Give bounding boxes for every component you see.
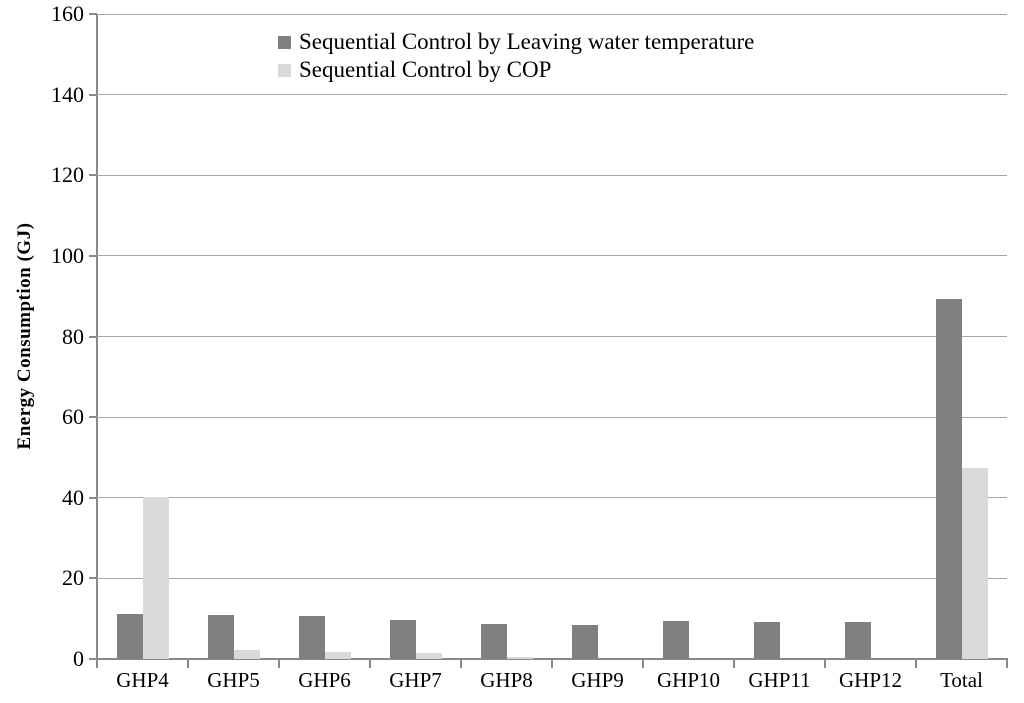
gridline-120 — [97, 174, 1007, 176]
bar-series1-ghp11 — [753, 621, 780, 659]
legend-swatch-lwt-icon — [278, 35, 291, 49]
x-tick-9 — [915, 660, 917, 668]
y-tick-label-80: 80 — [62, 323, 84, 349]
y-axis-line — [96, 14, 98, 660]
x-label-ghp6: GHP6 — [298, 668, 351, 692]
x-label-ghp11: GHP11 — [748, 668, 811, 692]
x-label-ghp10: GHP10 — [656, 668, 720, 692]
x-tick-8 — [824, 660, 826, 668]
bar-series1-ghp5 — [207, 615, 234, 659]
y-tick-120 — [89, 174, 97, 177]
y-tick-label-20: 20 — [62, 565, 84, 591]
legend-label-cop: Sequential Control by COP — [299, 57, 552, 82]
y-tick-label-140: 140 — [51, 81, 84, 107]
x-axis-line — [96, 658, 1008, 660]
y-tick-100 — [89, 254, 97, 257]
bar-series2-ghp8 — [506, 656, 533, 659]
x-tick-2 — [278, 660, 280, 668]
bar-series1-ghp8 — [480, 623, 507, 659]
y-tick-label-40: 40 — [62, 484, 84, 510]
x-label-ghp12: GHP12 — [838, 668, 902, 692]
bar-series1-ghp4 — [116, 613, 143, 659]
x-tick-7 — [733, 660, 735, 668]
y-tick-label-100: 100 — [51, 242, 84, 268]
gridline-60 — [97, 416, 1007, 418]
y-tick-40 — [89, 496, 97, 499]
legend-item-cop: Sequential Control by COP — [278, 56, 754, 84]
gridline-140 — [97, 94, 1007, 96]
y-tick-140 — [89, 93, 97, 96]
bar-series2-ghp4 — [142, 496, 169, 659]
x-label-total: Total — [940, 668, 983, 692]
y-tick-label-120: 120 — [51, 162, 84, 188]
y-tick-20 — [89, 577, 97, 580]
bar-series1-ghp10 — [662, 621, 689, 659]
x-tick-0 — [96, 660, 98, 668]
y-tick-0 — [89, 658, 97, 660]
legend-item-lwt: Sequential Control by Leaving water temp… — [278, 28, 754, 56]
y-tick-label-0: 0 — [73, 646, 84, 671]
y-tick-label-60: 60 — [62, 404, 84, 430]
x-tick-3 — [369, 660, 371, 668]
x-label-ghp7: GHP7 — [389, 668, 442, 692]
bar-series2-ghp7 — [415, 652, 442, 659]
legend-swatch-cop-icon — [278, 63, 291, 77]
bar-series1-ghp7 — [389, 619, 416, 659]
x-tick-6 — [642, 660, 644, 668]
bar-series2-ghp5 — [233, 649, 260, 659]
y-tick-80 — [89, 335, 97, 338]
legend-label-lwt: Sequential Control by Leaving water temp… — [299, 29, 755, 54]
gridline-20 — [97, 577, 1007, 579]
plot-area — [97, 13, 1007, 659]
x-tick-5 — [551, 660, 553, 668]
x-tick-1 — [187, 660, 189, 668]
y-tick-160 — [89, 13, 97, 15]
bar-series2-total — [961, 467, 988, 659]
gridline-40 — [97, 497, 1007, 499]
gridline-80 — [97, 336, 1007, 337]
bar-series2-ghp6 — [324, 651, 351, 659]
gridline-160 — [97, 13, 1007, 15]
legend: Sequential Control by Leaving water temp… — [278, 28, 754, 84]
x-label-ghp5: GHP5 — [207, 668, 260, 692]
bar-series1-ghp6 — [298, 615, 325, 659]
x-label-ghp8: GHP8 — [480, 668, 533, 692]
x-label-ghp9: GHP9 — [571, 668, 624, 692]
bar-series1-ghp9 — [571, 624, 598, 659]
y-tick-label-160: 160 — [51, 1, 84, 26]
x-tick-10 — [1006, 660, 1008, 668]
y-tick-60 — [89, 416, 97, 419]
bar-series1-total — [935, 299, 962, 659]
x-tick-4 — [460, 660, 462, 668]
x-label-ghp4: GHP4 — [116, 668, 169, 692]
gridline-100 — [97, 255, 1007, 257]
bar-series1-ghp12 — [844, 621, 871, 659]
